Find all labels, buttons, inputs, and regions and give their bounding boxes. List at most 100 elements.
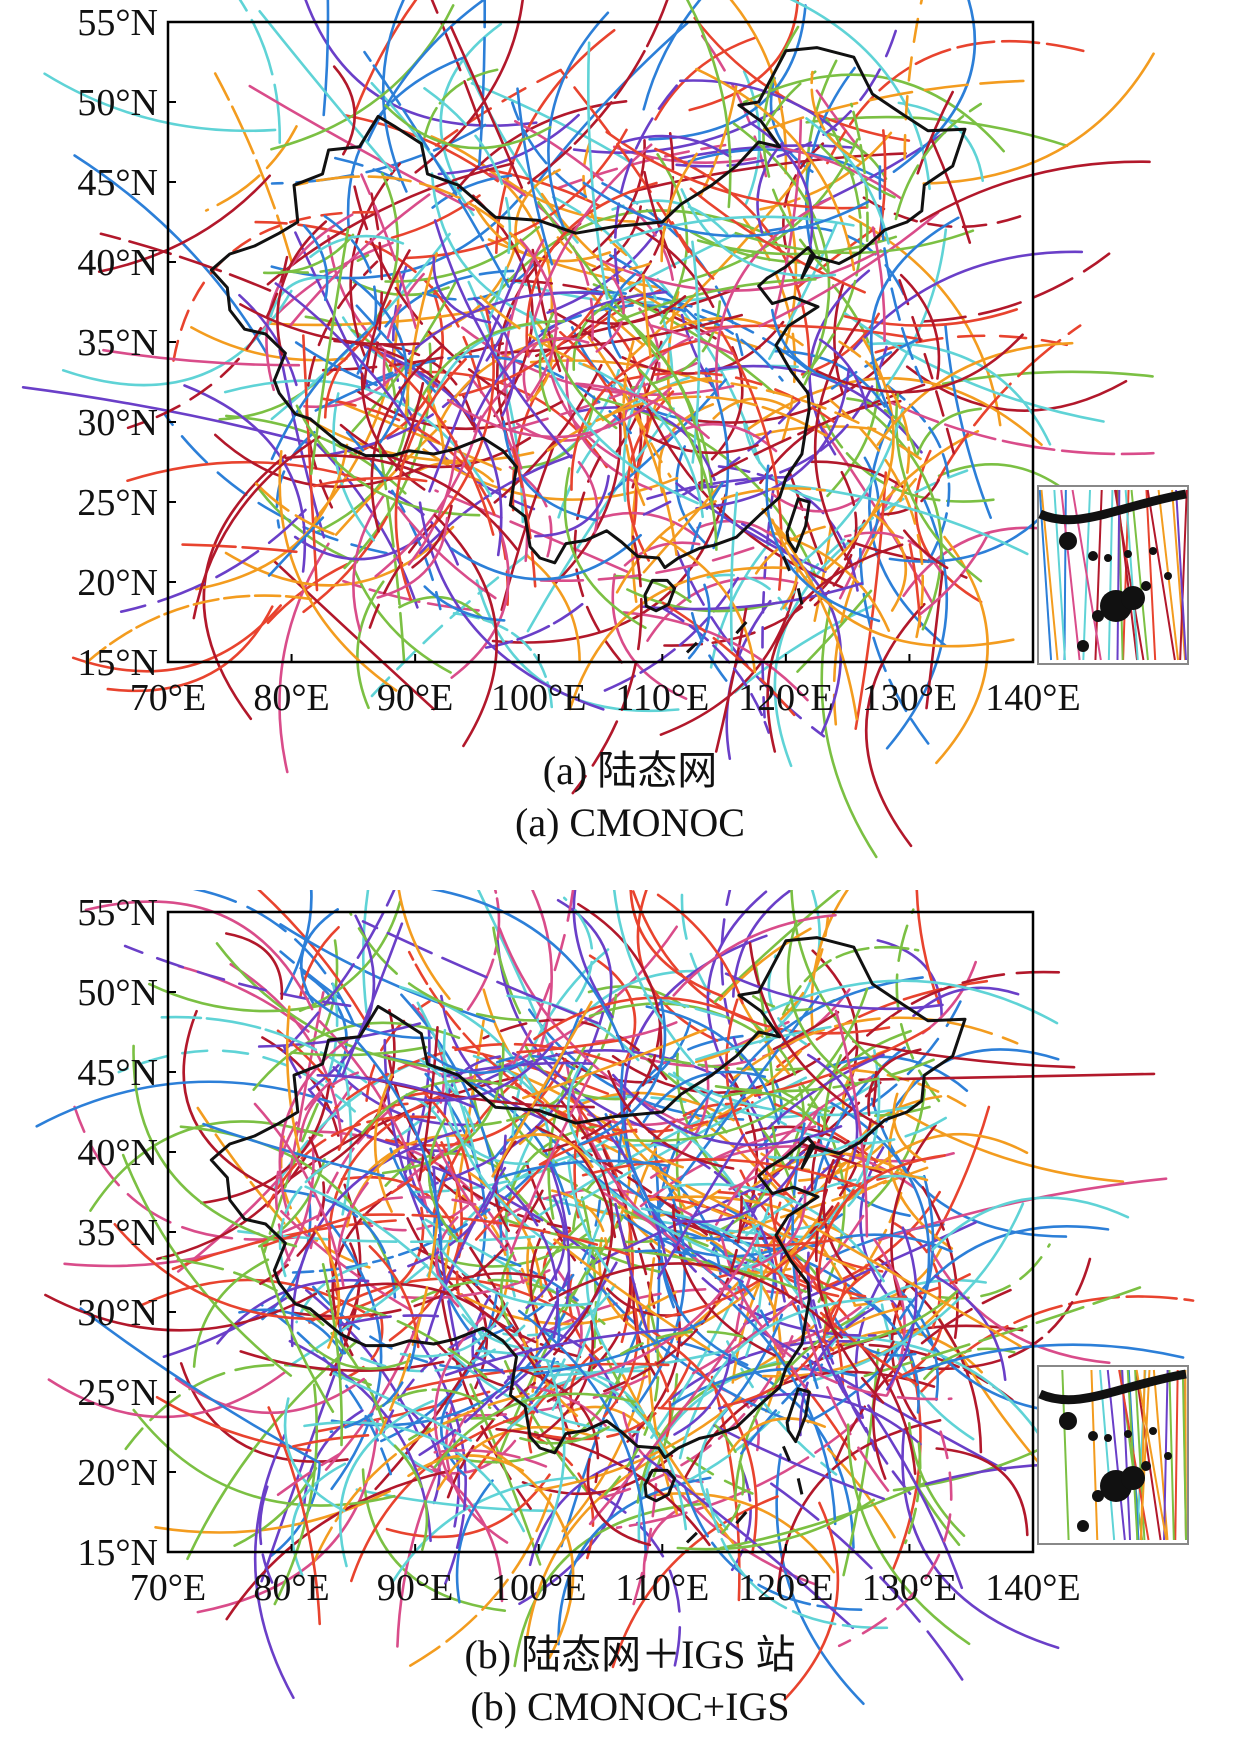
ipp-track-a-483 (680, 188, 837, 278)
ipp-track-a-117 (491, 493, 727, 644)
ipp-track-a-34 (813, 523, 833, 622)
ipp-track-b-696 (462, 1271, 546, 1280)
ipp-track-b-689 (278, 1161, 331, 1278)
ipp-track-a-42 (548, 308, 643, 489)
ipp-track-a-417 (432, 256, 492, 324)
ipp-track-b-390 (132, 1408, 396, 1507)
ipp-track-a-395 (843, 308, 1019, 327)
inset-track-b-8 (1181, 1369, 1187, 1541)
ipp-track-b-509 (495, 1261, 618, 1400)
ipp-track-a-263 (642, 388, 812, 516)
ipp-track-a-368 (414, 0, 524, 174)
ipp-track-a-151 (502, 177, 636, 223)
ipp-track-a-462 (563, 467, 647, 630)
ipp-track-b-368 (394, 1154, 598, 1262)
ipp-track-b-418 (725, 998, 796, 1202)
ipp-track-a-413 (687, 481, 735, 691)
inset-island-b-3 (1124, 1430, 1132, 1438)
ipp-track-a-62 (61, 289, 293, 387)
ipp-track-a-461 (615, 487, 826, 594)
ipp-track-b-486 (783, 1501, 840, 1701)
ipp-track-b-374 (531, 890, 553, 1058)
ipp-track-a-366 (418, 501, 605, 711)
ipp-track-b-245 (854, 1266, 890, 1452)
inset-track-a-19 (1130, 489, 1149, 661)
inset-track-a-16 (1116, 489, 1121, 661)
ipp-track-b-201 (432, 1072, 525, 1215)
x-tick-label-b-0: 70°E (130, 1567, 206, 1609)
ipp-track-a-453 (660, 152, 698, 263)
ipp-track-b-561 (44, 1292, 318, 1332)
ipp-track-b-624 (603, 1195, 743, 1393)
ipp-track-b-327 (252, 1021, 461, 1091)
ipp-track-a-250 (265, 213, 354, 392)
ipp-track-b-684 (577, 998, 667, 1146)
ipp-track-b-46 (176, 1084, 353, 1273)
inset-island-b-10 (1164, 1452, 1172, 1460)
ipp-track-a-28 (700, 34, 768, 178)
tick-group-a: 70°E 80°E 90°E 100°E 110°E 120°E 130°E 140°E 55°… (77, 2, 1080, 719)
ipp-track-b-644 (430, 890, 625, 1051)
ipp-track-b-27 (802, 1343, 1014, 1402)
ipp-track-a-518 (529, 311, 699, 505)
ipp-track-a-363 (888, 400, 1155, 456)
ipp-track-a-154 (510, 101, 587, 198)
ipp-track-b-181 (300, 970, 348, 1089)
ipp-track-a-254 (248, 84, 475, 212)
ipp-track-a-199 (576, 406, 716, 482)
ipp-track-b-349 (409, 1493, 553, 1667)
ipp-track-b-32 (468, 1069, 661, 1274)
ipp-track-a-272 (320, 314, 513, 458)
ipp-track-b-134 (303, 1409, 364, 1507)
ipp-track-a-384 (760, 79, 1034, 133)
ipp-track-b-626 (603, 1308, 639, 1418)
inset-track-a-14 (1124, 489, 1139, 661)
ipp-track-a-484 (99, 232, 272, 292)
ipp-track-b-685 (321, 1263, 343, 1447)
ipp-track-b-555 (132, 1044, 298, 1248)
ipp-track-a-123 (43, 72, 277, 133)
inset-a (1037, 485, 1189, 665)
ipp-track-a-231 (377, 439, 406, 668)
caption-en-b: (b) CMONOC+IGS (470, 1684, 790, 1729)
ipp-track-a-279 (384, 225, 540, 283)
ipp-track-b-661 (902, 1343, 1185, 1378)
ipp-track-b-499 (698, 1406, 729, 1531)
ipp-track-b-322 (373, 1073, 394, 1213)
ipp-track-b-480 (695, 916, 830, 1064)
ipp-track-b-64 (439, 1289, 532, 1510)
ipp-track-b-698 (519, 1425, 610, 1445)
ipp-track-a-309 (500, 313, 743, 354)
ipp-track-a-440 (643, 170, 677, 269)
ipp-track-a-430 (413, 319, 566, 413)
ipp-track-b-489 (273, 1383, 319, 1606)
ipp-track-b-208 (390, 1476, 577, 1584)
ipp-track-b-160 (897, 1108, 1125, 1183)
ipp-track-a-244 (611, 573, 688, 700)
x-tick-label-a-2: 90°E (377, 677, 453, 719)
ipp-track-b-506 (713, 1424, 885, 1501)
ipp-track-a-275 (353, 0, 418, 115)
ipp-track-a-38 (342, 113, 499, 183)
ipp-track-a-222 (609, 254, 705, 328)
ipp-track-a-66 (675, 445, 710, 548)
inset-track-a-20 (1175, 489, 1187, 661)
ipp-track-b-161 (469, 1383, 542, 1566)
ipp-track-a-381 (892, 0, 977, 173)
ipp-track-a-352 (639, 581, 864, 611)
ipp-track-b-514 (258, 1485, 274, 1584)
ipp-track-b-430 (703, 976, 924, 1137)
ipp-track-b-416 (502, 1283, 617, 1337)
ipp-track-a-394 (407, 291, 604, 355)
ipp-track-b-339 (774, 1103, 879, 1163)
inset-island-b-4 (1149, 1427, 1157, 1435)
ipp-track-b-218 (675, 1052, 762, 1206)
ipp-track-b-530 (535, 1013, 662, 1154)
ipp-track-a-143 (356, 580, 385, 710)
ipp-track-b-680 (427, 1117, 459, 1242)
ipp-track-a-165 (743, 422, 823, 503)
ipp-track-b-241 (455, 1479, 494, 1604)
ipp-track-a-471 (394, 357, 467, 601)
ipp-track-b-53 (279, 1135, 371, 1269)
ipp-track-b-582 (672, 913, 837, 997)
